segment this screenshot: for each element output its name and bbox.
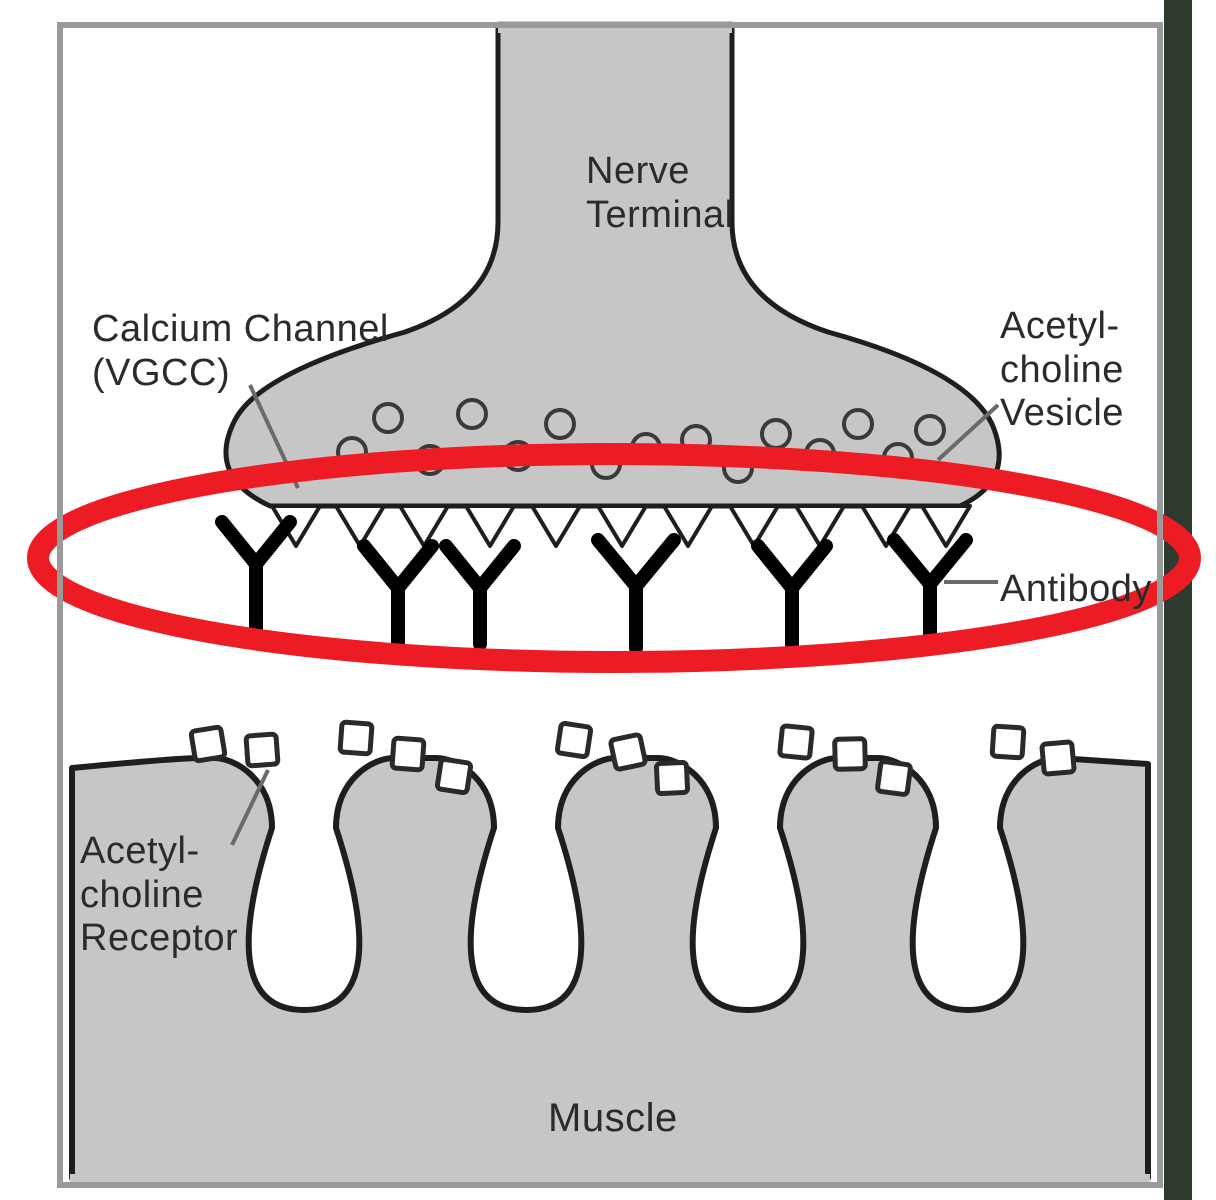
ach-receptor-icon — [780, 726, 813, 759]
label-nerve-terminal: Nerve Terminal — [586, 150, 734, 237]
label-calcium-channel: Calcium Channel (VGCC) — [92, 308, 389, 395]
ach-receptor-icon — [340, 722, 372, 754]
ach-receptor-icon — [557, 723, 591, 757]
ach-receptor-icon — [835, 739, 866, 770]
vesicle-icon — [762, 420, 790, 448]
ach-receptor-icon — [877, 761, 911, 795]
ach-receptor-icon — [246, 734, 278, 766]
ach-receptor-icon — [610, 734, 646, 770]
ach-receptor-icon — [437, 759, 471, 793]
ach-receptor-icon — [656, 762, 687, 793]
label-antibody: Antibody — [1000, 568, 1152, 612]
diagram-canvas: Nerve Terminal Calcium Channel (VGCC) Ac… — [0, 0, 1216, 1200]
label-ach-vesicle: Acetyl- choline Vesicle — [1000, 305, 1124, 436]
vesicle-icon — [374, 404, 402, 432]
ach-receptor-icon — [992, 726, 1024, 758]
vesicle-icon — [844, 410, 872, 438]
vesicle-icon — [458, 400, 486, 428]
ach-receptor-icon — [392, 738, 424, 770]
label-ach-receptor: Acetyl- choline Receptor — [80, 830, 238, 961]
ach-receptor-icon — [191, 727, 225, 761]
vesicle-icon — [546, 410, 574, 438]
label-muscle: Muscle — [548, 1095, 678, 1141]
ach-receptor-icon — [1042, 742, 1075, 775]
vesicle-icon — [916, 416, 944, 444]
right-edge-strip — [1164, 0, 1192, 1200]
